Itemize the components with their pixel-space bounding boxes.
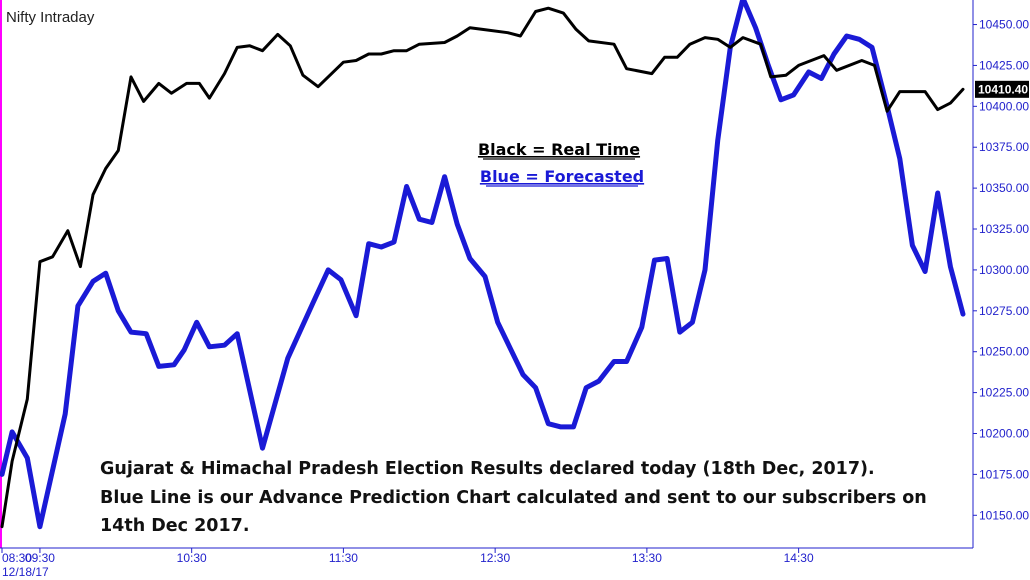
y-tick-label: 10200.00 [979, 426, 1029, 440]
annotation-line-1: Gujarat & Himachal Pradesh Election Resu… [100, 459, 875, 479]
x-tick-label: 12:30 [480, 551, 510, 565]
series-layer [0, 0, 966, 530]
y-tick-label: 10325.00 [979, 222, 1029, 236]
y-tick-label: 10300.00 [979, 263, 1029, 277]
y-tick-label: 10225.00 [979, 386, 1029, 400]
last-value-text: 10410.40 [978, 82, 1028, 96]
chart-title: Nifty Intraday [6, 9, 95, 26]
legend-forecasted: Blue = Forecasted [480, 167, 644, 186]
y-tick-label: 10250.00 [979, 345, 1029, 359]
y-tick-label: 10350.00 [979, 181, 1029, 195]
y-tick-label: 10375.00 [979, 140, 1029, 154]
y-tick-label: 10450.00 [979, 18, 1029, 32]
last-value-box [975, 80, 1029, 98]
x-tick-label: 09:30 [25, 551, 55, 565]
y-tick-label: 10150.00 [979, 508, 1029, 522]
annotation: Gujarat & Himachal Pradesh Election Resu… [100, 459, 927, 536]
real-time-series-line [0, 6, 965, 529]
x-tick-label: 10:30 [177, 551, 207, 565]
last-value-badge: 10410.40 [975, 80, 1029, 98]
y-tick-label: 10275.00 [979, 304, 1029, 318]
forecasted-series-line [0, 0, 966, 530]
annotation-line-3: 14th Dec 2017. [100, 516, 250, 536]
x-tick-label: 11:30 [329, 551, 358, 565]
y-tick-label: 10175.00 [979, 467, 1029, 481]
legend: Black = Real Time Blue = Forecasted [478, 140, 644, 187]
annotation-line-2: Blue Line is our Advance Prediction Char… [100, 488, 927, 508]
y-tick-label: 10425.00 [979, 58, 1029, 72]
legend-real-time: Black = Real Time [478, 140, 640, 159]
y-tick-label: 10400.00 [979, 99, 1029, 113]
x-tick-label: 13:30 [632, 551, 662, 565]
y-axis-ticks: 10150.00 10175.00 10200.00 10225.00 10250.00… [973, 18, 1029, 522]
x-tick-label: 08:30 [2, 551, 32, 565]
x-tick-date-label: 12/18/17 [2, 565, 49, 579]
x-tick-label: 14:30 [784, 551, 814, 565]
